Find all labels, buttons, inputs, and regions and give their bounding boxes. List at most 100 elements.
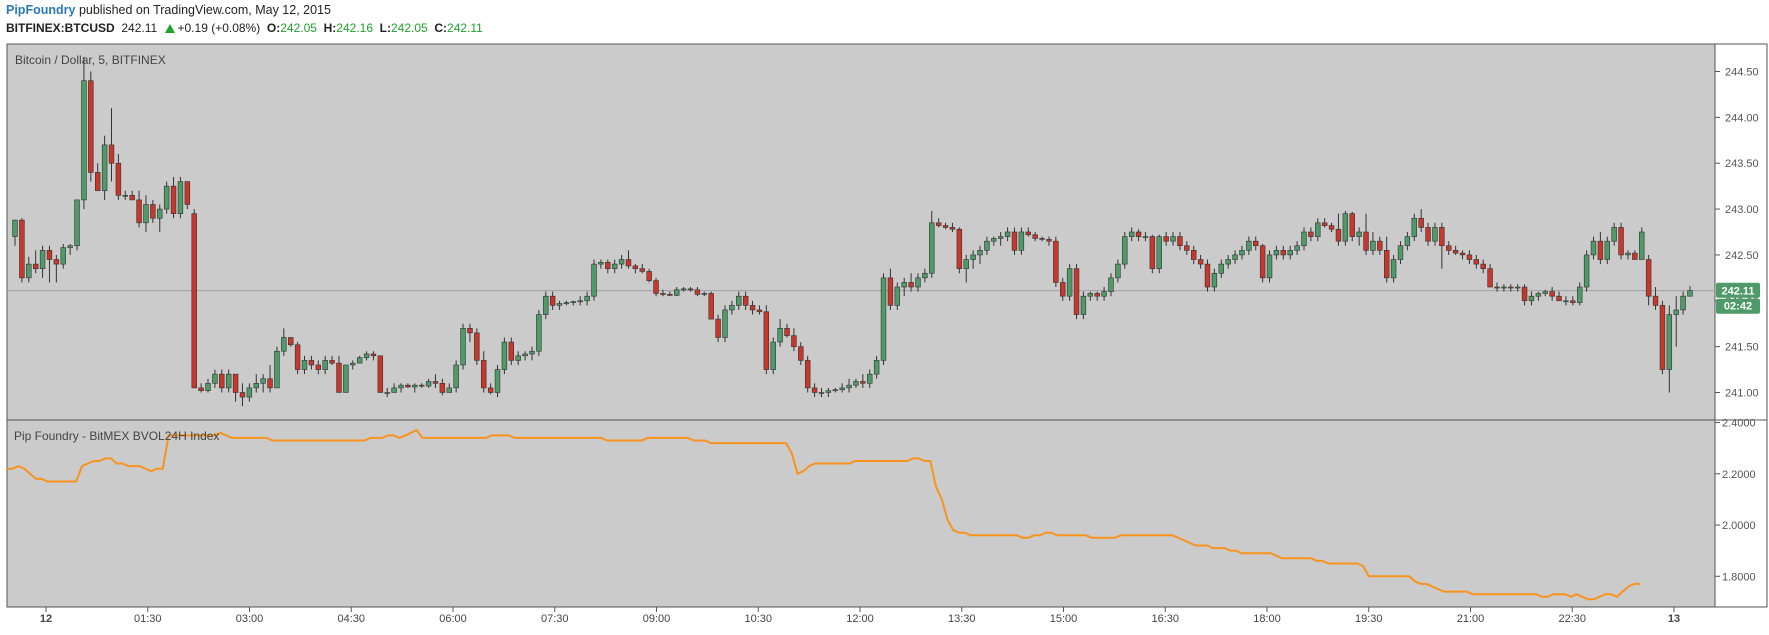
candlestick-series [12,56,1693,407]
candle-body [660,293,666,295]
candle-body [301,360,308,370]
candle [660,289,666,297]
candle [1170,232,1176,246]
candle-body [839,387,845,391]
candle-body [1418,217,1424,228]
candle-body [391,387,397,393]
candle-body [315,364,322,370]
candle-body [267,378,273,389]
countdown-badge-label: 02:42 [1724,301,1752,313]
candle-body [591,263,597,297]
candle-body [494,369,501,393]
candle [1266,250,1273,283]
candle [253,374,259,393]
candle [46,245,53,283]
open-value: 242.05 [280,21,317,35]
candle [894,282,901,310]
candle [873,355,880,379]
candle-body [777,327,783,343]
candle-body [329,360,335,364]
candle [860,374,866,388]
candle-body [1632,252,1638,260]
candle [398,383,404,393]
candle [880,273,887,365]
candle-body [129,195,135,201]
candle [239,383,246,407]
candle-body [1060,282,1066,297]
candle [1514,284,1521,292]
candle [1597,232,1604,265]
candle-body [1115,263,1121,279]
candle-body [322,360,328,370]
candle-body [1094,293,1100,297]
candle [1204,259,1211,292]
indicator-tick-label: 2.2000 [1722,469,1756,481]
candle [929,210,935,278]
author-link[interactable]: PipFoundry [6,3,76,17]
candle-body [1025,231,1031,236]
candle-body [1349,213,1355,237]
candle-body [363,353,370,358]
candle-body [729,305,735,311]
candle-body [1514,286,1521,289]
candle-body [674,289,680,296]
candle-body [991,238,997,242]
candle-body [418,384,425,387]
candle [39,245,46,278]
candle [219,369,225,393]
candle [1163,232,1169,246]
candle [749,300,756,315]
candle [1446,241,1452,255]
candle [963,254,969,283]
candle-body [405,384,411,388]
candle [756,305,763,315]
candle [591,259,597,301]
candle-body [1597,240,1604,260]
candle-body [1259,245,1266,279]
candle-body [1170,236,1176,242]
candle [425,378,432,388]
candle-body [1625,252,1631,256]
candle [549,291,556,310]
candle [536,309,542,356]
candle-body [632,265,639,269]
candle [19,218,25,283]
candle [1356,227,1362,246]
candle-body [1576,286,1583,303]
candle-body [1032,234,1038,239]
candle-body [67,245,73,248]
up-arrow-icon [164,24,175,33]
candle-body [1342,213,1349,242]
candle-body [701,293,708,295]
candle-body [163,185,170,210]
candle-body [1370,240,1376,251]
symbol-name[interactable]: BITFINEX:BTCUSD [6,21,115,35]
candle [1576,282,1583,306]
candle-body [1073,268,1080,315]
price-badge-label: 242.11 [1721,286,1754,298]
candle-body [198,387,204,391]
candle-body [1218,263,1224,274]
candle-body [867,373,873,384]
candle [225,369,232,393]
candle-body [336,362,342,393]
candle [1645,254,1652,306]
time-tick-label: 01:30 [134,613,162,625]
candle [1604,236,1610,265]
candle [1294,241,1300,255]
candle [1087,291,1094,301]
candle-body [1204,263,1211,288]
candle-body [95,172,101,192]
candle-body [1135,231,1142,237]
candle [439,378,446,396]
candle-body [1273,250,1280,256]
candle-body [1473,259,1480,265]
price-pane-background [7,44,1715,420]
candle [742,291,749,310]
candle [81,56,87,210]
indicator-axis-ticks: 1.8000 2.0000 2.2000 2.4000 [1715,418,1756,583]
candle [563,300,570,306]
time-tick-label: 15:00 [1050,613,1078,625]
candle-body [446,387,452,393]
